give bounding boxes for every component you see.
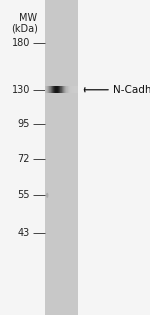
Text: 43: 43 [18,228,30,238]
Text: 72: 72 [18,154,30,164]
Bar [74,86,75,93]
Bar [69,86,70,93]
Text: 130: 130 [12,85,30,95]
Bar [75,86,76,93]
Bar [45,86,46,93]
Bar [55,86,56,93]
Bar [46,86,47,93]
Bar [60,86,61,93]
Bar [58,86,59,93]
Text: 95: 95 [18,119,30,129]
Bar [70,86,71,93]
Bar [45,0,78,315]
Bar [71,86,72,93]
Bar [57,86,58,93]
Text: MW
(kDa): MW (kDa) [11,13,38,33]
Bar [59,86,60,93]
Bar [56,86,57,93]
Bar [47,86,48,93]
Bar [73,86,74,93]
Bar [63,86,64,93]
Text: 180: 180 [12,37,30,48]
Bar [52,86,53,93]
Bar [51,86,52,93]
Bar [61,86,62,93]
Bar [67,86,68,93]
Bar [68,86,69,93]
Bar [62,86,63,93]
Circle shape [46,193,48,198]
Bar [54,86,55,93]
Bar [48,86,49,93]
Bar [66,86,67,93]
Bar [61,86,62,93]
Bar [72,86,73,93]
Bar [50,86,51,93]
Bar [53,86,54,93]
Text: 55: 55 [18,190,30,200]
Bar [65,86,66,93]
Bar [64,86,65,93]
Bar [77,86,78,93]
Text: N-Cadherin: N-Cadherin [112,85,150,95]
Bar [76,86,77,93]
Bar [49,86,50,93]
